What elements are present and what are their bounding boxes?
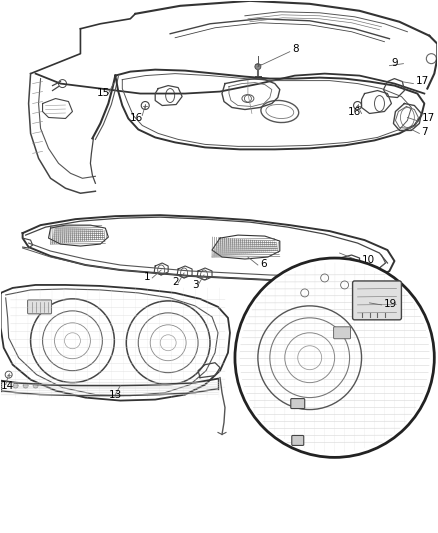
FancyBboxPatch shape bbox=[334, 327, 350, 339]
Text: 14: 14 bbox=[1, 381, 14, 391]
Text: 15: 15 bbox=[96, 87, 110, 98]
FancyBboxPatch shape bbox=[291, 399, 305, 409]
Text: 17: 17 bbox=[421, 114, 434, 124]
Text: 17: 17 bbox=[415, 76, 429, 86]
Circle shape bbox=[255, 63, 261, 70]
FancyBboxPatch shape bbox=[353, 281, 401, 320]
Text: 16: 16 bbox=[348, 108, 361, 117]
Text: 2: 2 bbox=[172, 277, 179, 287]
Text: 8: 8 bbox=[292, 44, 298, 54]
Text: 19: 19 bbox=[384, 299, 397, 309]
Text: 1: 1 bbox=[144, 272, 151, 282]
Text: 9: 9 bbox=[392, 58, 398, 68]
Circle shape bbox=[235, 258, 434, 457]
Circle shape bbox=[33, 383, 38, 388]
Text: 10: 10 bbox=[361, 255, 374, 265]
Text: 16: 16 bbox=[130, 114, 144, 124]
Text: 7: 7 bbox=[421, 127, 428, 138]
Circle shape bbox=[13, 383, 18, 388]
FancyBboxPatch shape bbox=[28, 300, 52, 314]
Text: 6: 6 bbox=[260, 259, 266, 269]
Circle shape bbox=[23, 383, 28, 388]
Text: 3: 3 bbox=[192, 280, 199, 290]
FancyBboxPatch shape bbox=[292, 435, 304, 446]
Text: 13: 13 bbox=[108, 390, 122, 400]
